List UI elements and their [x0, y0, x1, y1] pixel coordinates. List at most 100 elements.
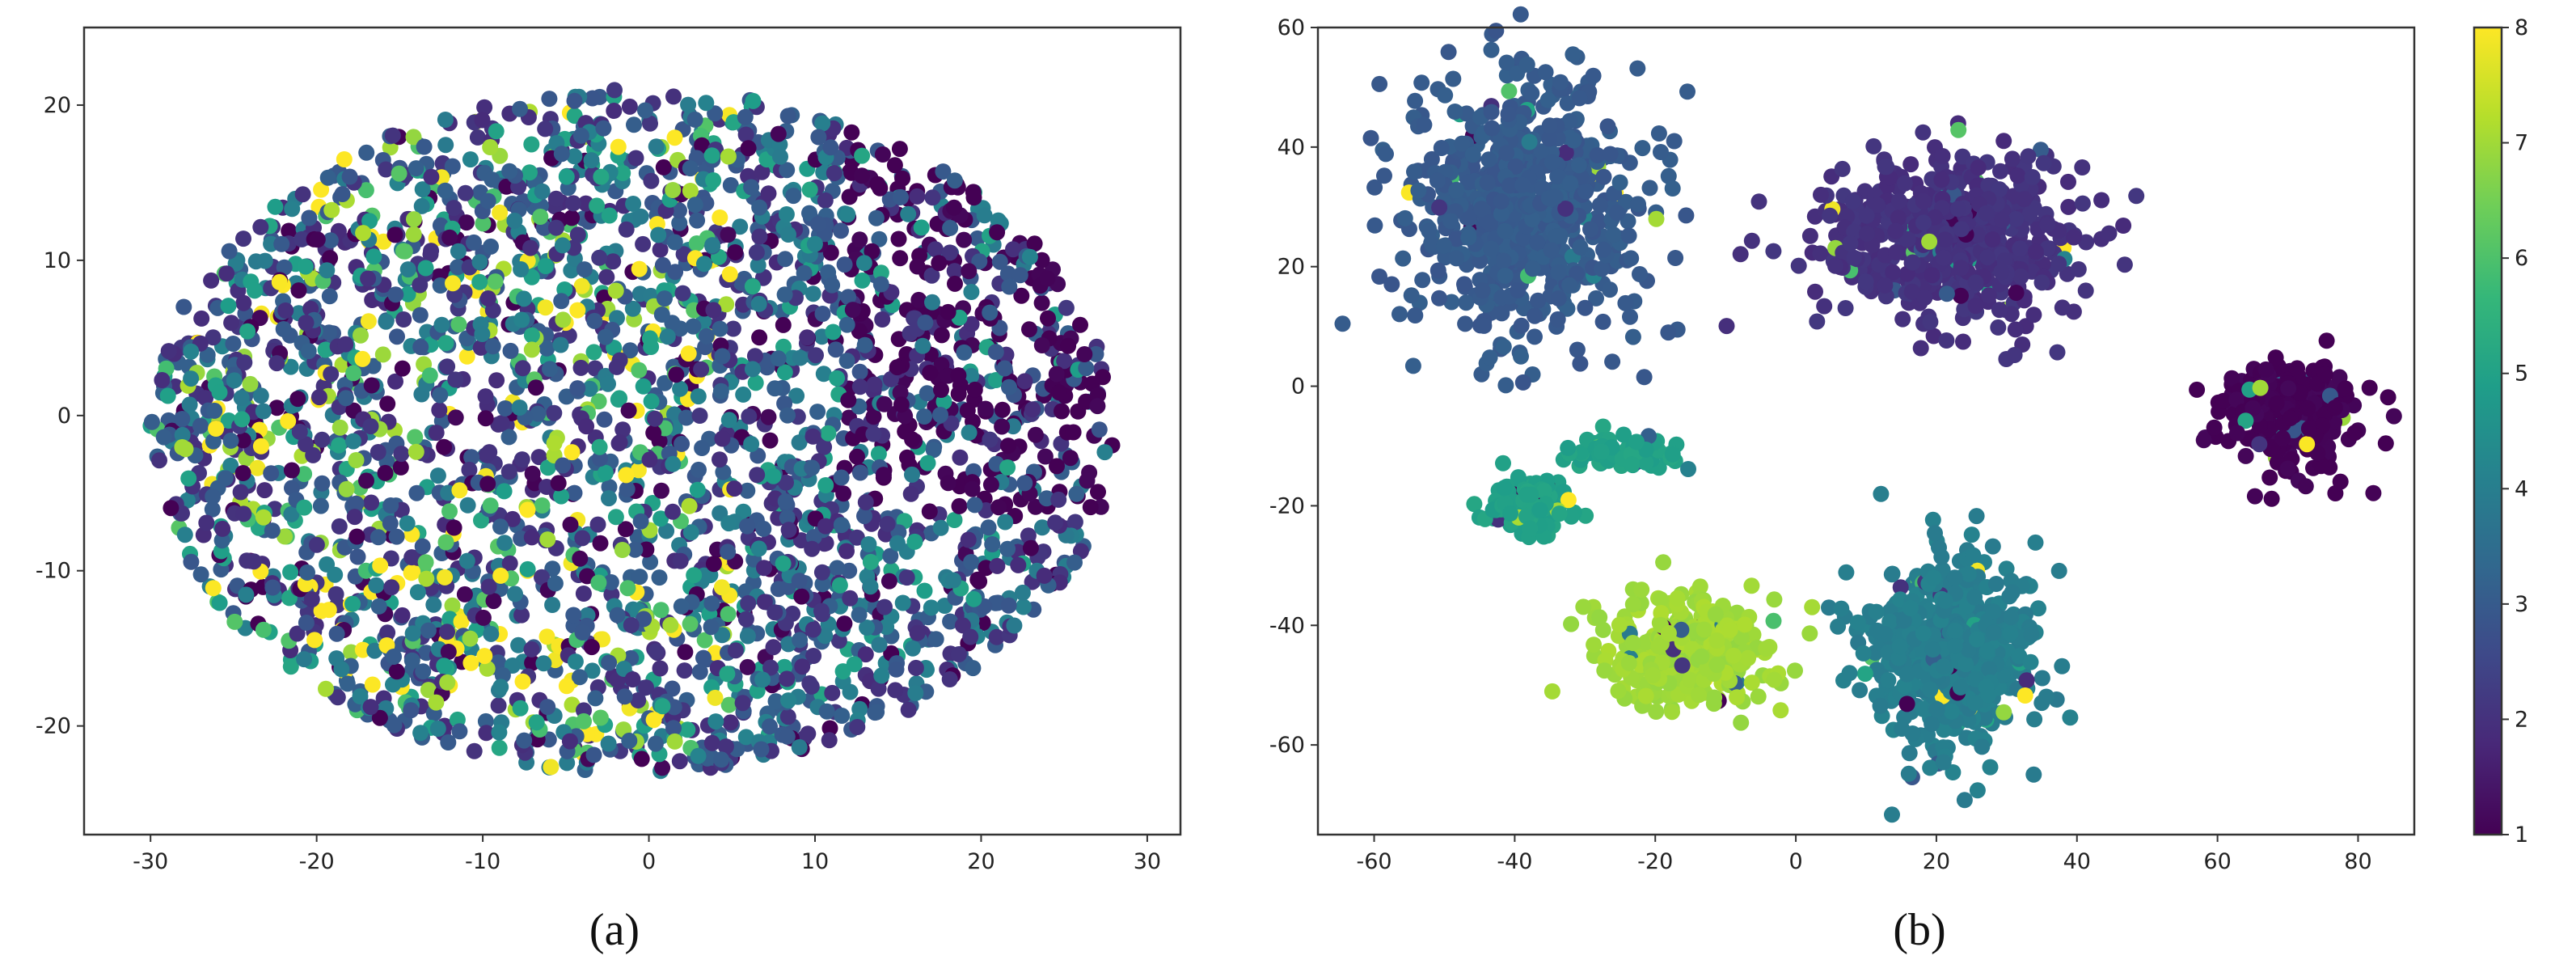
point-a [242, 375, 259, 392]
point-a [1014, 584, 1031, 601]
point-a [703, 734, 720, 751]
point-b [2274, 429, 2291, 446]
point-a [994, 401, 1011, 418]
point-a [252, 218, 269, 235]
point-a [833, 222, 849, 239]
point-b [2020, 148, 2037, 165]
point-b [2065, 229, 2082, 246]
point-a [653, 482, 669, 499]
point-a [921, 503, 938, 520]
point-a [268, 400, 285, 416]
point-a [947, 275, 963, 292]
point-a [654, 256, 671, 273]
point-a [817, 518, 834, 535]
point-b [1371, 75, 1388, 92]
axis-a-xtick-label: -10 [465, 849, 500, 874]
point-a [459, 497, 476, 514]
point-a [601, 490, 617, 507]
point-a [437, 182, 454, 199]
point-b [1547, 188, 1564, 205]
point-a [698, 95, 715, 112]
point-a [151, 452, 167, 469]
point-b [2263, 490, 2280, 507]
point-b [2074, 195, 2091, 212]
point-a [909, 188, 926, 205]
point-a [576, 261, 593, 278]
point-a [176, 526, 193, 543]
point-a [457, 184, 474, 201]
point-b [2299, 436, 2316, 453]
point-b [1539, 91, 1556, 108]
point-a [645, 425, 662, 442]
point-a [1027, 426, 1044, 443]
point-a [1033, 294, 1050, 311]
point-a [327, 566, 344, 583]
point-a [609, 607, 626, 624]
point-a [513, 451, 530, 468]
point-a [705, 556, 722, 573]
point-b [1650, 125, 1667, 142]
point-b [2380, 389, 2397, 406]
point-a [522, 164, 538, 181]
point-b [1435, 238, 1452, 254]
point-a [600, 735, 617, 752]
point-a [432, 387, 449, 404]
point-a [1050, 384, 1067, 401]
point-a [298, 315, 315, 332]
point-a [753, 741, 770, 758]
point-a [682, 524, 699, 541]
point-a [299, 564, 315, 581]
point-a [839, 206, 856, 223]
point-b [1442, 213, 1459, 230]
point-a [1065, 424, 1082, 441]
point-a [183, 370, 200, 387]
point-a [1020, 527, 1037, 544]
point-a [183, 553, 200, 570]
point-b [1498, 145, 1515, 162]
point-a [961, 263, 978, 280]
point-a [589, 516, 606, 533]
point-a [734, 695, 751, 712]
point-b [2237, 447, 2254, 464]
point-a [572, 669, 588, 686]
point-a [950, 646, 967, 662]
point-a [534, 569, 550, 586]
point-a [528, 714, 545, 731]
point-a [339, 675, 356, 692]
point-a [211, 594, 228, 611]
point-b [1680, 461, 1696, 477]
point-a [652, 510, 669, 527]
point-a [395, 311, 412, 328]
point-b [1488, 23, 1505, 40]
point-a [547, 575, 564, 592]
point-b [1543, 242, 1560, 259]
point-b [2316, 366, 2333, 383]
point-a [824, 684, 841, 701]
point-a [899, 449, 915, 466]
point-a [971, 253, 988, 270]
point-a [183, 343, 200, 360]
point-a [844, 302, 861, 319]
point-a [310, 389, 327, 406]
point-a [746, 348, 763, 365]
point-a [1000, 438, 1016, 455]
point-a [331, 518, 348, 535]
point-a [674, 285, 691, 302]
point-a [154, 372, 171, 388]
point-a [999, 540, 1016, 557]
point-b [2297, 478, 2314, 495]
point-a [408, 443, 424, 460]
point-b [1827, 257, 1843, 274]
axis-a-xtick-label: -30 [133, 849, 168, 874]
point-a [341, 168, 358, 185]
point-b [1953, 260, 1970, 277]
point-a [523, 327, 540, 344]
point-a [527, 379, 544, 396]
point-a [779, 407, 796, 424]
point-a [471, 254, 488, 271]
point-a [458, 214, 475, 231]
point-a [799, 329, 816, 346]
point-a [1005, 241, 1021, 258]
point-a [744, 278, 761, 295]
point-b [1541, 117, 1558, 134]
